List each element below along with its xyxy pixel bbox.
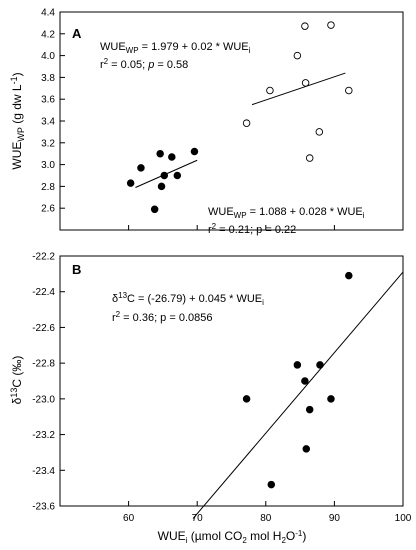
- panel-a-label: A: [72, 26, 82, 41]
- panel-b-ylabel: δ13C (‰): [9, 356, 24, 405]
- data-point-filled: [242, 395, 251, 403]
- x-tick-label: 100: [395, 513, 412, 524]
- data-point-filled: [316, 361, 324, 369]
- y-tick-label: 2.8: [41, 182, 55, 193]
- panel-a-marks: [126, 21, 353, 214]
- data-point-filled: [150, 205, 159, 214]
- panel-b-eq: δ13C = (-26.79) + 0.045 * WUEi: [112, 291, 264, 307]
- x-axis-label: WUEi (µmol CO2 mol H2O-1): [158, 529, 307, 545]
- y-tick-label: 2.6: [41, 204, 55, 215]
- y-tick-label: 3.0: [41, 160, 55, 171]
- data-point-open: [327, 21, 335, 29]
- data-point-filled: [157, 182, 166, 191]
- x-tick-label: 70: [192, 513, 204, 524]
- y-tick-label: -23.2: [32, 430, 55, 441]
- data-point-filled: [190, 147, 199, 156]
- y-tick-label: -23.0: [32, 394, 55, 405]
- data-point-filled: [156, 149, 164, 158]
- y-tick-label: -22.6: [32, 323, 55, 334]
- data-point-filled: [327, 395, 335, 403]
- data-point-filled: [305, 405, 314, 414]
- y-tick-label: 4.4: [41, 8, 55, 19]
- data-point-filled: [267, 480, 276, 489]
- y-tick-label: -22.8: [32, 359, 55, 370]
- regression-line: [192, 271, 404, 519]
- panel-b-frame: [59, 255, 404, 507]
- y-tick-label: 3.4: [41, 117, 55, 128]
- y-tick-label: -23.6: [32, 502, 55, 513]
- data-point-open: [301, 79, 310, 87]
- regression-line: [251, 72, 346, 106]
- panel-a-eq2: WUEWP = 1.088 + 0.028 * WUEi: [208, 206, 365, 220]
- data-point-filled: [302, 445, 311, 453]
- y-tick-label: -23.4: [32, 466, 55, 477]
- y-tick-label: 4.0: [41, 51, 55, 62]
- y-tick-label: 3.2: [41, 138, 55, 149]
- panel-a-stats2: r2 = 0.21; p = 0.22: [208, 222, 296, 236]
- data-point-filled: [137, 164, 145, 172]
- data-point-open: [315, 128, 324, 136]
- y-tick-label: 3.8: [41, 73, 55, 84]
- data-point-open: [293, 51, 302, 60]
- y-tick-label: 4.2: [41, 29, 55, 40]
- y-tick-label: 3.6: [41, 95, 55, 106]
- data-point-open: [305, 154, 314, 162]
- panel-a-eq1: WUEWP = 1.979 + 0.02 * WUEi: [100, 41, 251, 55]
- data-point-filled: [301, 377, 309, 385]
- panel-a-stats1: r2 = 0.05; p = 0.58: [100, 57, 188, 71]
- panel-b-label: B: [72, 262, 81, 277]
- data-point-filled: [293, 361, 302, 369]
- x-tick-label: 90: [329, 513, 341, 524]
- data-point-filled: [160, 171, 169, 180]
- panel-b-stats: r2 = 0.36; p = 0.0856: [112, 310, 212, 324]
- y-tick-label: -22.2: [32, 252, 55, 263]
- data-point-open: [242, 119, 251, 127]
- panel-a-ylabel: WUEWP (g dw L-1): [9, 72, 26, 169]
- y-tick-label: -22.4: [32, 287, 55, 298]
- data-point-open: [266, 86, 274, 95]
- panel-b-axis-ticks: -23.6 -23.4 -23.2 -23.0 -22.8 -22.6 -22.4 -22.2…: [32, 252, 412, 525]
- data-point-filled: [126, 179, 135, 187]
- data-point-filled: [345, 271, 353, 280]
- data-point-open: [301, 22, 309, 30]
- x-tick-label: 80: [260, 513, 272, 524]
- x-tick-label: 60: [123, 513, 135, 524]
- data-point-filled: [173, 171, 182, 180]
- panel-b-marks: [192, 271, 404, 519]
- panel-a-axis-ticks: 2.6 2.8 3.0 3.2 3.4 3.6 3.8 4.0 4.2 4.4: [41, 8, 404, 230]
- data-point-filled: [168, 153, 176, 161]
- data-point-open: [345, 86, 353, 95]
